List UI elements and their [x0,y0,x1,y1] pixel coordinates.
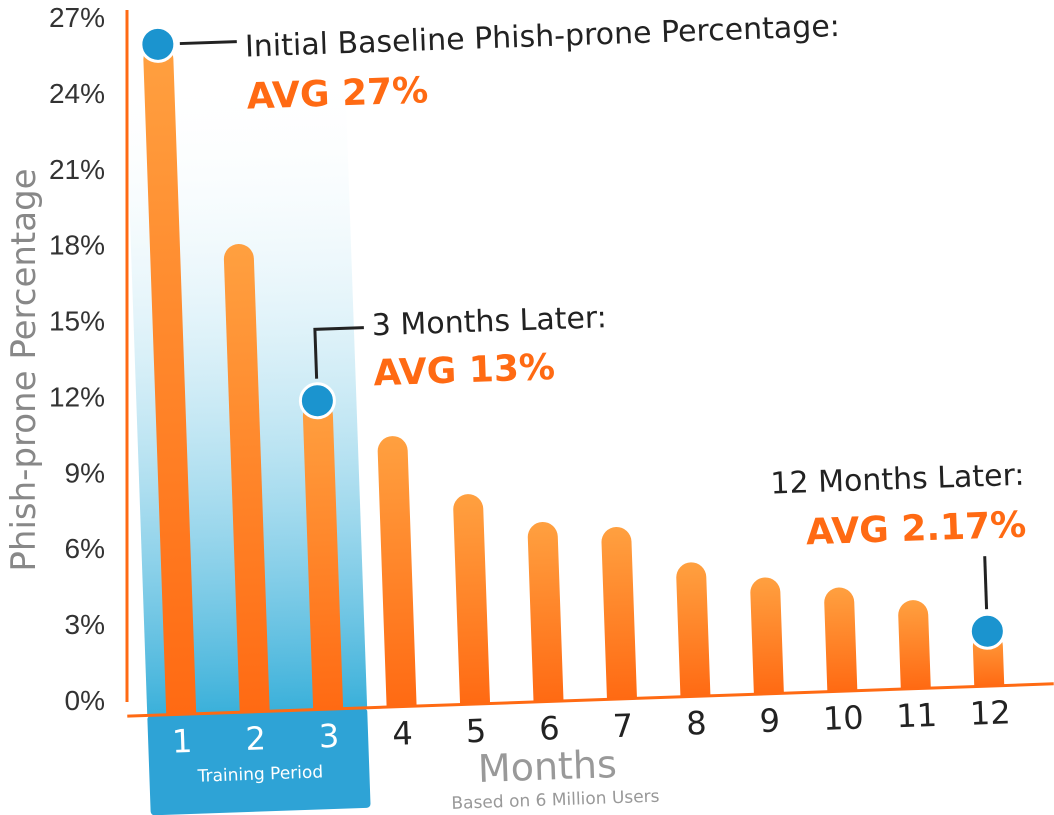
annotation-avg: AVG 27% [246,70,429,117]
y-tick-label: 3% [65,609,105,640]
x-tick-label: 7 [612,707,634,746]
y-tick-label: 27% [49,2,105,33]
y-tick-label: 6% [65,533,105,564]
x-tick-label: 5 [465,712,487,751]
annotation-marker [298,382,336,420]
y-tick-label: 21% [49,154,105,185]
y-tick-label: 24% [49,78,105,109]
annotation-connector [313,326,364,379]
y-tick-label: 18% [49,230,105,261]
training-period-box [147,707,371,815]
bar-month-3 [302,400,344,710]
bar-month-8 [676,562,711,697]
bars-group [143,44,1005,715]
x-tick-label: 10 [822,698,864,737]
annotation-text: 3 Months Later: [371,300,607,343]
annotation-text: 12 Months Later: [770,458,1025,502]
bar-month-10 [824,587,858,692]
x-tick-label: 6 [539,709,561,748]
annotation-avg: AVG 13% [373,347,556,394]
bar-month-4 [377,436,417,708]
x-tick-label: 3 [318,717,340,756]
bar-month-1 [143,44,197,715]
training-period-label: Training Period [196,762,323,786]
x-tick-label: 2 [245,719,267,758]
bar-month-7 [601,527,637,700]
x-tick-label: 9 [759,701,781,740]
annotation-connector [179,40,237,46]
bar-month-5 [453,494,491,705]
bar-month-2 [223,244,270,713]
x-tick-label: 1 [171,722,193,761]
x-tick-labels: 1 2 3 4 5 6 7 8 9 10 11 12 [171,693,1011,760]
x-tick-label: 8 [686,704,708,743]
x-axis-line [127,682,1054,718]
x-tick-label: 11 [896,696,938,735]
y-tick-labels: 0% 3% 6% 9% 12% 15% 18% 21% 24% 27% [49,2,105,716]
y-tick-label: 12% [49,381,105,412]
y-axis-label: Phish-prone Percentage [4,168,44,571]
x-axis-label: Months [477,742,617,791]
bar-month-11 [898,600,931,690]
y-tick-label: 15% [49,306,105,337]
y-tick-label: 9% [65,457,105,488]
x-tick-label: 12 [969,693,1011,732]
y-tick-label: 0% [65,685,105,716]
annotation-text: Initial Baseline Phish-prone Percentage: [244,9,840,65]
bar-month-6 [527,521,564,702]
annotation-marker [968,612,1006,650]
x-tick-label: 4 [392,714,414,753]
annotation-marker [139,25,177,63]
bar-month-9 [750,577,784,695]
annotation-connector [983,556,989,610]
annotation-avg: AVG 2.17% [805,505,1027,554]
